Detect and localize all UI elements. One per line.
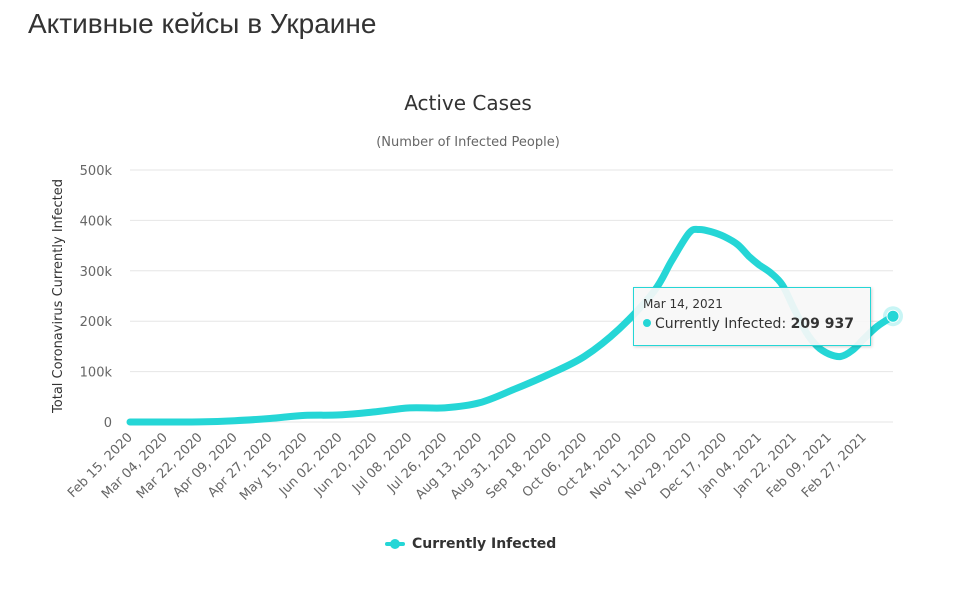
y-tick-label: 300k [80,265,113,280]
series-line-currently-infected[interactable] [126,225,897,426]
y-tick-label: 200k [80,315,113,330]
legend-label: Currently Infected [412,536,557,552]
chart-subtitle: (Number of Infected People) [376,135,560,150]
tooltip-series-label: Currently Infected: [655,316,791,332]
y-tick-label: 0 [104,416,112,431]
data-point-highlight[interactable] [886,309,900,323]
series-currently-infected[interactable] [126,225,903,426]
y-axis-label: Total Coronavirus Currently Infected [51,179,66,414]
chart-title: Active Cases [404,91,532,115]
legend-item-currently-infected[interactable]: Currently Infected [385,535,556,553]
tooltip-row: Currently Infected: 209 937 [643,316,861,332]
data-tooltip: Mar 14, 2021 Currently Infected: 209 937 [633,287,871,346]
y-tick-label: 400k [80,214,113,229]
tooltip-value: 209 937 [790,316,854,332]
page-heading: Активные кейсы в Украине [28,8,377,39]
y-tick-label: 100k [80,366,113,381]
legend-line-marker-icon [385,537,405,551]
y-axis-ticks: 0 100k 200k 300k 400k 500k [80,164,113,431]
y-tick-label: 500k [80,164,113,179]
tooltip-date: Mar 14, 2021 [643,297,723,311]
tooltip-series-marker [643,319,651,327]
